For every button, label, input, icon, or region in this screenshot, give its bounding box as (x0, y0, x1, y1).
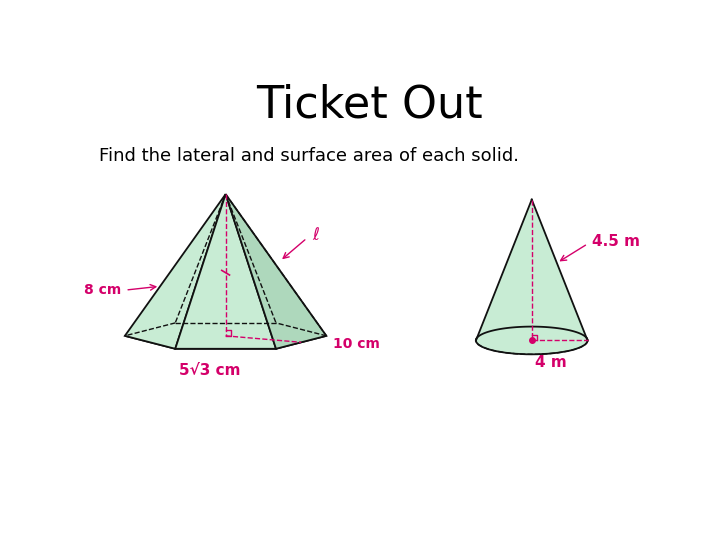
Polygon shape (125, 194, 225, 349)
Text: 4.5 m: 4.5 m (592, 234, 640, 249)
Polygon shape (125, 323, 326, 349)
Text: Find the lateral and surface area of each solid.: Find the lateral and surface area of eac… (99, 147, 519, 165)
Text: 10 cm: 10 cm (333, 336, 379, 350)
Text: 4 m: 4 m (536, 355, 567, 369)
Text: Ticket Out: Ticket Out (256, 83, 482, 126)
Polygon shape (225, 194, 326, 349)
Polygon shape (476, 200, 588, 340)
Text: ℓ: ℓ (312, 226, 319, 244)
Ellipse shape (476, 327, 588, 354)
Text: 8 cm: 8 cm (84, 283, 122, 297)
Text: 5√3 cm: 5√3 cm (179, 363, 241, 378)
Polygon shape (175, 194, 276, 349)
